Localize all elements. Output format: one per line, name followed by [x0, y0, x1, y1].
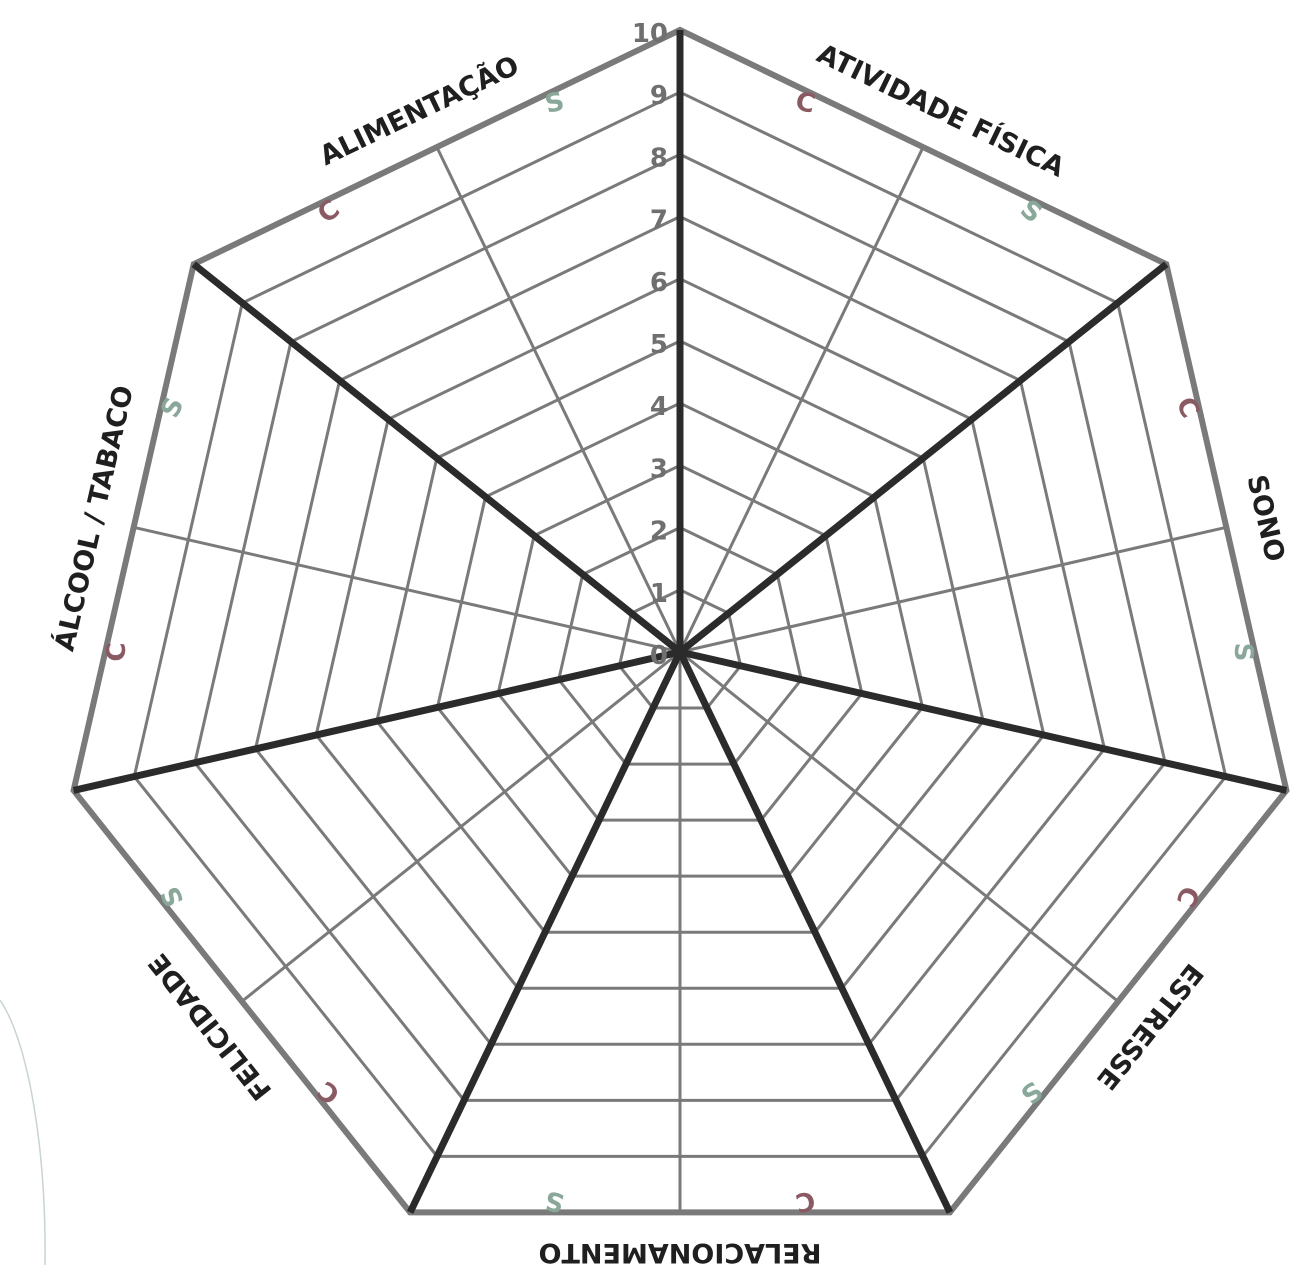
c-marker: C	[312, 1074, 346, 1109]
scale-number: 0	[650, 641, 668, 671]
c-marker: C	[1170, 881, 1205, 911]
outer-border	[70, 26, 1290, 1216]
segment-subdividers	[133, 146, 1227, 1213]
c-marker: C	[102, 642, 132, 661]
scale-number: 9	[650, 81, 668, 111]
s-marker: S	[155, 881, 190, 911]
scale-number: 1	[650, 579, 668, 609]
category-label: ESTRESSE	[1090, 957, 1209, 1095]
s-marker: S	[1014, 1075, 1047, 1110]
axis-line	[191, 261, 683, 655]
scale-number: 3	[650, 454, 668, 484]
axis-line	[677, 261, 1169, 655]
scale-number: 4	[650, 392, 668, 422]
axis-line	[676, 650, 954, 1214]
scale-number: 7	[650, 206, 668, 236]
scale-numbers: 0 1 2 3 4 5 6 7 8 9 10	[632, 19, 668, 671]
category-label: ÁLCOOL / TABACO	[48, 383, 140, 654]
scale-number: 5	[650, 330, 668, 360]
s-marker: S	[542, 86, 567, 119]
scale-number: 8	[650, 143, 668, 173]
axis-line	[679, 648, 1288, 794]
segment-divider	[435, 146, 682, 653]
category-label: SONO	[1240, 472, 1290, 565]
c-marker: C	[793, 86, 818, 119]
scale-number: 2	[650, 517, 668, 547]
scale-number: 6	[650, 268, 668, 298]
s-marker: S	[1228, 643, 1258, 662]
axis-line	[406, 650, 684, 1214]
category-axes	[72, 30, 1288, 1214]
segment-divider	[679, 525, 1227, 654]
category-label: RELACIONAMENTO	[539, 1237, 822, 1265]
axis-line	[72, 648, 681, 794]
decorative-arc	[0, 999, 46, 1265]
segment-divider	[133, 525, 681, 654]
segment-divider	[240, 650, 681, 1003]
scale-number: 10	[632, 19, 668, 49]
segment-divider	[678, 146, 925, 653]
s-marker: S	[1014, 194, 1047, 229]
c-marker: C	[312, 194, 346, 229]
segment-divider	[679, 650, 1120, 1003]
